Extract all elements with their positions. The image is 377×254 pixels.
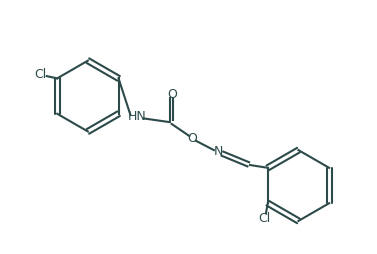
- Text: Cl: Cl: [258, 212, 270, 225]
- Text: HN: HN: [128, 110, 146, 123]
- Text: Cl: Cl: [34, 68, 46, 81]
- Text: N: N: [214, 146, 223, 158]
- Text: O: O: [187, 132, 197, 146]
- Text: O: O: [167, 88, 177, 101]
